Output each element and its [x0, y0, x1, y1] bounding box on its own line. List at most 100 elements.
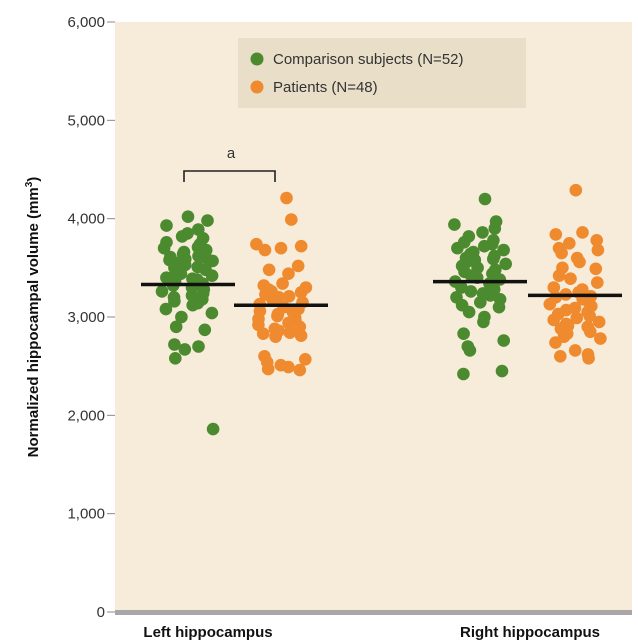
data-point [262, 263, 276, 277]
plot-background [115, 22, 632, 612]
data-point [258, 243, 272, 257]
data-point [192, 340, 205, 353]
data-point [487, 252, 500, 266]
data-point [282, 316, 295, 330]
data-point [169, 320, 183, 334]
y-axis-title: Normalized hippocampal volume (mm3) [24, 177, 42, 458]
data-points [155, 183, 607, 436]
data-point [155, 285, 169, 298]
data-point [583, 309, 596, 323]
data-point [592, 315, 606, 329]
data-point [576, 226, 589, 239]
data-point [282, 290, 296, 303]
data-point [201, 214, 214, 227]
y-axis-title-superscript: 3 [24, 181, 35, 187]
data-point [282, 267, 295, 281]
data-point [291, 259, 305, 273]
data-point [206, 422, 220, 436]
data-point [294, 286, 308, 299]
data-point [463, 344, 477, 357]
data-point [285, 213, 298, 226]
significance-label: a [227, 145, 236, 162]
data-point [266, 293, 279, 306]
data-point [570, 311, 583, 325]
x-axis-baseline [115, 610, 632, 615]
data-point [492, 300, 506, 314]
data-point [293, 363, 307, 377]
significance-bracket [183, 170, 276, 182]
data-point [552, 269, 566, 283]
data-point [157, 241, 171, 255]
legend-label-comparison: Comparison subjects (N=52) [273, 51, 464, 68]
data-point [261, 362, 275, 376]
data-point [276, 277, 289, 290]
data-point [591, 243, 605, 257]
y-tick-label: 5,000 [67, 112, 105, 129]
data-point [159, 302, 173, 316]
data-point [464, 285, 478, 298]
y-tick-label: 4,000 [67, 211, 105, 228]
data-point [547, 281, 561, 294]
data-point [554, 350, 567, 363]
data-point [594, 332, 607, 345]
data-point [549, 228, 563, 241]
mean-lines [141, 279, 622, 307]
data-point [178, 343, 192, 356]
data-point [269, 330, 282, 344]
data-point [573, 255, 586, 269]
legend-marker-patients [250, 80, 264, 94]
data-point [455, 281, 468, 294]
y-axis-title-main: Normalized hippocampal volume (mm [25, 187, 42, 457]
data-point [206, 254, 219, 268]
data-point [299, 353, 312, 366]
data-point [563, 237, 576, 250]
y-tick-label: 2,000 [67, 407, 105, 424]
legend-marker-comparison [250, 52, 264, 66]
data-point [569, 183, 583, 197]
data-point [462, 305, 476, 319]
data-point [448, 218, 461, 231]
data-point [451, 241, 464, 255]
data-point [282, 360, 295, 374]
data-point [582, 352, 595, 365]
legend: Comparison subjects (N=52) Patients (N=4… [238, 38, 526, 108]
data-point [497, 334, 511, 347]
category-label-left-hippocampus: Left hippocampus [143, 624, 272, 641]
data-point [497, 243, 510, 257]
y-axis-title-close: ) [25, 177, 42, 182]
data-point [478, 192, 492, 206]
data-point [283, 326, 297, 340]
data-point [484, 289, 497, 302]
data-point [499, 257, 512, 271]
data-point [584, 325, 597, 339]
data-point [547, 313, 560, 327]
data-point [488, 222, 502, 235]
data-point [549, 336, 562, 349]
data-point [568, 344, 582, 357]
data-point [168, 295, 181, 308]
y-tick-label: 6,000 [67, 14, 105, 31]
data-point [564, 272, 577, 286]
data-point [476, 226, 489, 239]
category-label-right-hippocampus: Right hippocampus [460, 624, 600, 641]
data-point [181, 210, 195, 223]
data-point [186, 298, 199, 312]
data-point [274, 241, 288, 255]
data-point [591, 276, 604, 289]
data-point [294, 329, 308, 343]
data-point [280, 191, 293, 205]
data-point [457, 327, 470, 341]
data-point [169, 352, 182, 365]
data-point [271, 309, 284, 323]
y-tick-label: 3,000 [67, 309, 105, 326]
legend-label-patients: Patients (N=48) [273, 79, 378, 96]
data-point [474, 296, 487, 309]
data-point [555, 246, 568, 260]
legend-box [238, 38, 526, 108]
data-point [160, 219, 173, 232]
data-point [543, 297, 557, 311]
data-point [478, 239, 491, 253]
data-point [256, 327, 270, 341]
data-point [590, 234, 603, 247]
